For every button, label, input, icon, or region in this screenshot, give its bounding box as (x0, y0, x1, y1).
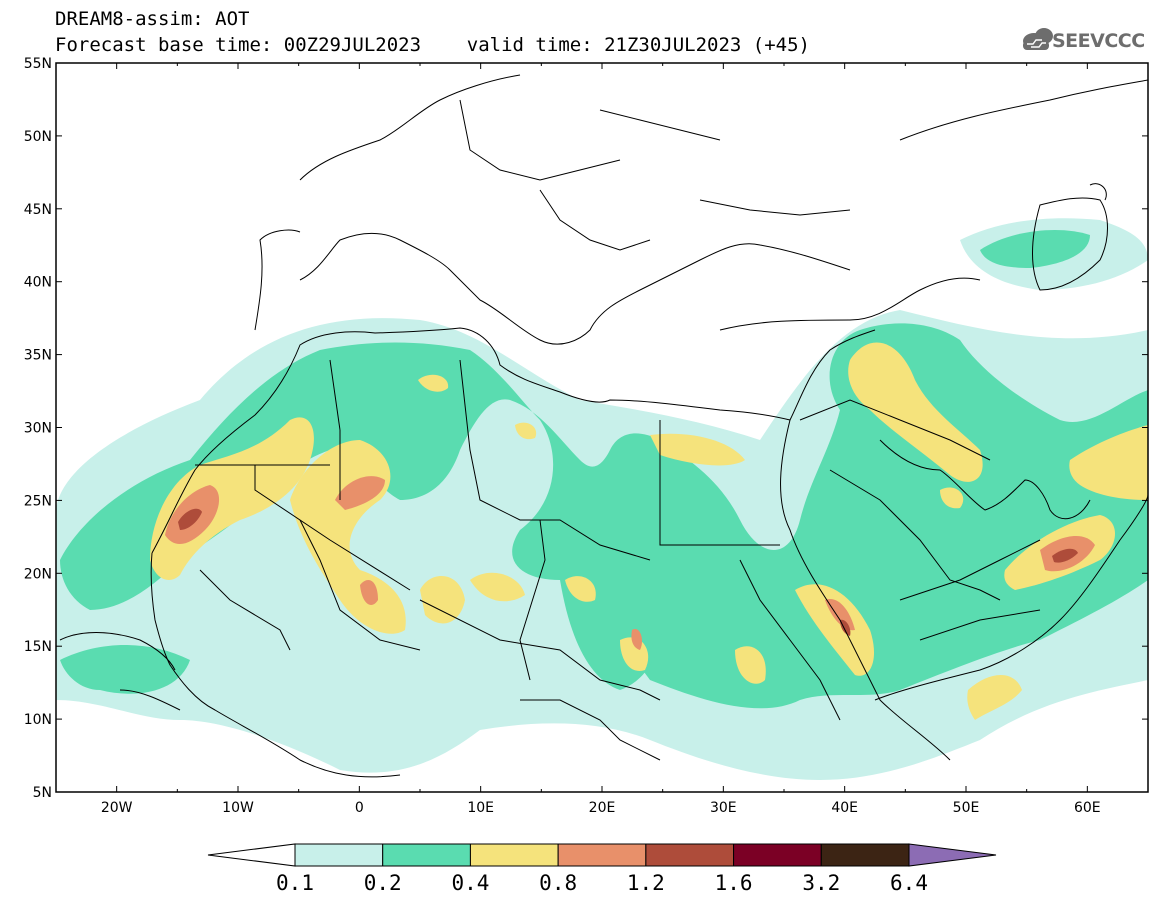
lat-tick-label: 30N (24, 421, 52, 437)
lat-tick-label: 55N (24, 56, 52, 72)
logo-text: SEEVCCC (1052, 30, 1145, 52)
legend-label: 0.1 (276, 871, 314, 895)
legend-label: 1.6 (715, 871, 753, 895)
legend-swatch (557, 843, 647, 867)
coastlines (59, 74, 1148, 778)
lon-tick-label: 20W (101, 800, 133, 816)
legend-label: 6.4 (890, 871, 928, 895)
lat-tick-label: 10N (24, 712, 52, 728)
aot-field (56, 218, 1148, 780)
legend-label: 3.2 (802, 871, 840, 895)
legend-swatch (645, 843, 735, 867)
latitude-axis: 55N 50N 45N 40N 35N 30N 25N 20N 15N 10N 5N (24, 56, 1148, 801)
lat-tick-label: 45N (24, 202, 52, 218)
legend-swatch (733, 843, 822, 867)
legend-label: 0.8 (539, 871, 577, 895)
legend-label: 1.2 (627, 871, 665, 895)
lon-tick-label: 20E (589, 800, 616, 816)
lat-tick-label: 20N (24, 566, 52, 582)
legend-swatch-min (207, 843, 296, 867)
legend-label: 0.2 (364, 871, 402, 895)
legend-swatch (820, 843, 910, 867)
lon-tick-label: 40E (831, 800, 858, 816)
lon-tick-label: 10E (467, 800, 494, 816)
map-title: DREAM8-assim: AOT (55, 8, 250, 30)
aot-level-1.2 (178, 508, 1078, 636)
colorbar-legend: 0.1 0.2 0.4 0.8 1.2 1.6 3.2 6.4 (207, 843, 997, 895)
forecast-time-line: Forecast base time: 00Z29JUL2023 valid t… (55, 34, 810, 56)
lat-tick-label: 35N (24, 348, 52, 364)
lat-tick-label: 5N (33, 785, 52, 801)
lon-tick-label: 0 (355, 800, 364, 816)
lon-tick-label: 60E (1074, 800, 1101, 816)
lat-tick-label: 15N (24, 639, 52, 655)
legend-swatch (294, 843, 384, 867)
legend-swatch-max (908, 843, 997, 867)
legend-swatch (382, 843, 471, 867)
legend-swatch (469, 843, 559, 867)
lon-tick-label: 50E (953, 800, 980, 816)
longitude-axis: 20W 10W 0 10E 20E 30E 40E 50E 60E (55, 63, 1149, 816)
legend-label: 0.4 (451, 871, 489, 895)
lat-tick-label: 40N (24, 275, 52, 291)
lat-tick-label: 25N (24, 493, 52, 509)
seevccc-logo (1023, 28, 1053, 50)
lon-tick-label: 30E (710, 800, 737, 816)
lon-tick-label: 10W (222, 800, 254, 816)
lat-tick-label: 50N (24, 129, 52, 145)
